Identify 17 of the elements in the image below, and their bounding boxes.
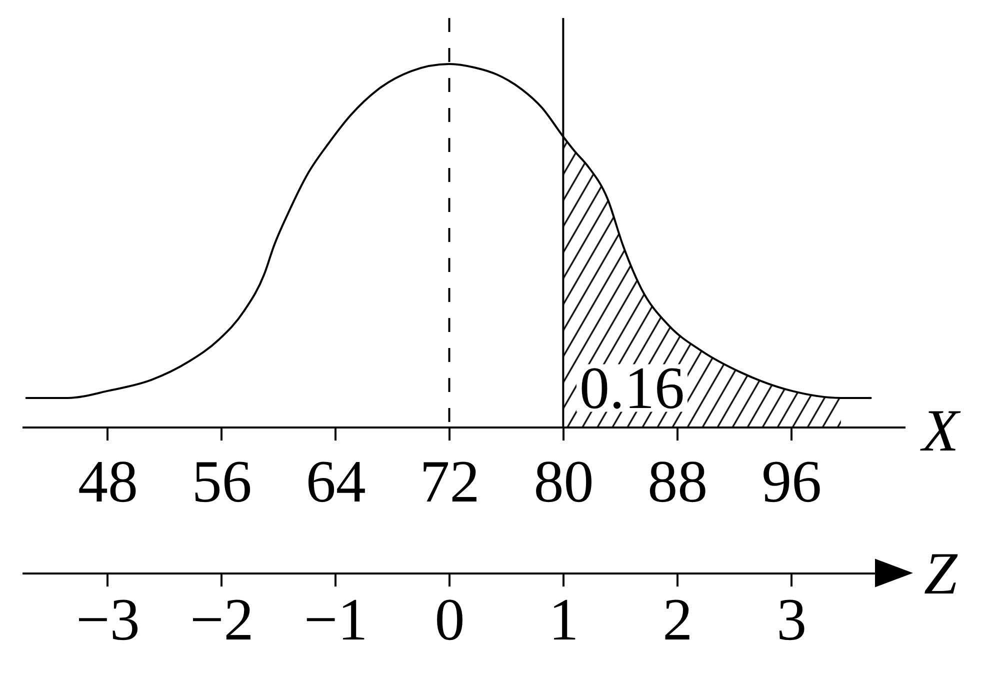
x-tick-label: 72: [420, 448, 480, 514]
x-tick-label: 88: [648, 448, 708, 514]
x2-tick-label: 3: [776, 586, 807, 652]
x-tick-label: 80: [534, 448, 594, 514]
x2-tick-label: −2: [190, 586, 254, 652]
x2-axis-title: Z: [924, 540, 958, 606]
x2-tick-label: −1: [304, 586, 368, 652]
x2-tick-label: 2: [662, 586, 693, 652]
x2-tick-label: −3: [76, 586, 140, 652]
x-tick-label: 56: [192, 448, 252, 514]
x2-tick-label: 0: [434, 586, 465, 652]
x-tick-label: 96: [762, 448, 822, 514]
x2-tick-label: 1: [548, 586, 579, 652]
x-tick-label: 48: [78, 448, 138, 514]
x-tick-label: 64: [306, 448, 366, 514]
annotation: 0.16: [580, 355, 684, 421]
x-axis-title: X: [920, 398, 962, 464]
